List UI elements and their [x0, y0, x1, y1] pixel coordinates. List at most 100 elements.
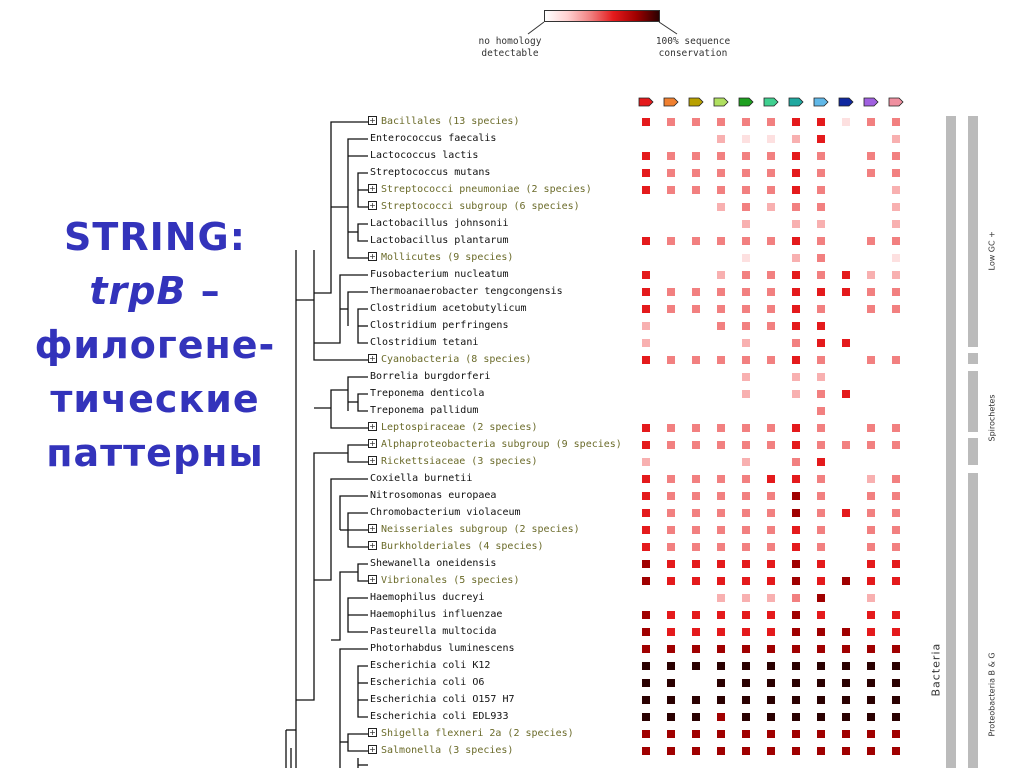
gene-arrow-icon[interactable]	[888, 97, 904, 107]
conservation-cell	[717, 135, 725, 143]
expand-group-icon[interactable]: +	[368, 252, 377, 261]
title-line-4: тические	[50, 377, 260, 421]
species-row-label[interactable]: + Leptospiraceae (2 species)	[368, 422, 538, 434]
gene-arrow-icon[interactable]	[638, 97, 654, 107]
gene-arrow-icon[interactable]	[813, 97, 829, 107]
conservation-cell	[667, 662, 675, 670]
conservation-cell	[867, 492, 875, 500]
expand-group-icon[interactable]: +	[368, 745, 377, 754]
conservation-cell	[642, 152, 650, 160]
conservation-cell	[842, 118, 850, 126]
conservation-cell	[817, 628, 825, 636]
gene-arrow-icon[interactable]	[763, 97, 779, 107]
conservation-cell	[642, 628, 650, 636]
conservation-cell	[792, 339, 800, 347]
gene-arrow-icon[interactable]	[788, 97, 804, 107]
conservation-cell	[642, 679, 650, 687]
conservation-cell	[817, 203, 825, 211]
expand-group-icon[interactable]: +	[368, 575, 377, 584]
conservation-cell	[767, 628, 775, 636]
expand-group-icon[interactable]: +	[368, 422, 377, 431]
species-row-label[interactable]: + Salmonella (3 species)	[368, 745, 513, 757]
gene-arrow-icon[interactable]	[713, 97, 729, 107]
species-row-label: Haemophilus ducreyi	[370, 592, 484, 604]
conservation-cell	[817, 271, 825, 279]
gene-arrow-icon[interactable]	[863, 97, 879, 107]
conservation-cell	[867, 611, 875, 619]
conservation-cell	[867, 696, 875, 704]
conservation-cell	[817, 152, 825, 160]
conservation-cell	[792, 135, 800, 143]
conservation-cell	[792, 628, 800, 636]
species-row-label[interactable]: + Cyanobacteria (8 species)	[368, 354, 532, 366]
species-row-label[interactable]: + Rickettsiaceae (3 species)	[368, 456, 538, 468]
species-row-label: Haemophilus influenzae	[370, 609, 502, 621]
species-row-label[interactable]: + Mollicutes (9 species)	[368, 252, 513, 264]
conservation-cell	[717, 424, 725, 432]
species-row-label[interactable]: + Neisseriales subgroup (2 species)	[368, 524, 580, 536]
conservation-cell	[717, 169, 725, 177]
conservation-cell	[842, 339, 850, 347]
conservation-cell	[892, 662, 900, 670]
gene-arrow-icon[interactable]	[838, 97, 854, 107]
expand-group-icon[interactable]: +	[368, 728, 377, 737]
legend-low-line-1: no homology	[478, 36, 542, 47]
conservation-cell	[742, 662, 750, 670]
gene-arrow-icon[interactable]	[738, 97, 754, 107]
expand-group-icon[interactable]: +	[368, 201, 377, 210]
conservation-cell	[817, 356, 825, 364]
conservation-cell	[817, 747, 825, 755]
conservation-cell	[817, 407, 825, 415]
conservation-cell	[867, 713, 875, 721]
species-row-label[interactable]: + Streptococci pneumoniae (2 species)	[368, 184, 592, 196]
conservation-cell	[667, 509, 675, 517]
conservation-cell	[742, 577, 750, 585]
species-row-label: Nitrosomonas europaea	[370, 490, 496, 502]
species-row-label[interactable]: + Vibrionales (5 species)	[368, 575, 519, 587]
gene-arrow-icon[interactable]	[688, 97, 704, 107]
conservation-cell	[642, 424, 650, 432]
species-row-label[interactable]: + Shigella flexneri 2a (2 species)	[368, 728, 574, 740]
conservation-cell	[692, 169, 700, 177]
species-name: Salmonella (3 species)	[381, 745, 514, 756]
species-row-label: Thermoanaerobacter tengcongensis	[370, 286, 563, 298]
conservation-cell	[667, 526, 675, 534]
expand-group-icon[interactable]: +	[368, 354, 377, 363]
conservation-cell	[867, 679, 875, 687]
conservation-cell	[792, 645, 800, 653]
conservation-cell	[817, 254, 825, 262]
conservation-cell	[742, 356, 750, 364]
conservation-cell	[817, 611, 825, 619]
expand-group-icon[interactable]: +	[368, 456, 377, 465]
expand-group-icon[interactable]: +	[368, 184, 377, 193]
species-row-label[interactable]: + Bacillales (13 species)	[368, 116, 519, 128]
conservation-cell	[642, 288, 650, 296]
conservation-cell	[892, 237, 900, 245]
conservation-cell	[717, 645, 725, 653]
conservation-cell	[792, 509, 800, 517]
conservation-cell	[692, 509, 700, 517]
conservation-cell	[842, 271, 850, 279]
expand-group-icon[interactable]: +	[368, 116, 377, 125]
conservation-cell	[892, 186, 900, 194]
species-row-label[interactable]: + Alphaproteobacteria subgroup (9 species…	[368, 439, 622, 451]
conservation-cell	[842, 713, 850, 721]
conservation-cell	[792, 237, 800, 245]
conservation-cell	[817, 220, 825, 228]
conservation-cell	[892, 271, 900, 279]
species-row-label[interactable]: + Streptococci subgroup (6 species)	[368, 201, 580, 213]
conservation-cell	[667, 747, 675, 755]
expand-group-icon[interactable]: +	[368, 524, 377, 533]
conservation-cell	[817, 543, 825, 551]
species-name: Haemophilus influenzae	[370, 609, 503, 620]
conservation-cell	[767, 492, 775, 500]
species-name: Lactobacillus johnsonii	[370, 218, 509, 229]
species-row-label[interactable]: + Burkholderiales (4 species)	[368, 541, 544, 553]
conservation-cell	[717, 730, 725, 738]
expand-group-icon[interactable]: +	[368, 439, 377, 448]
gene-arrow-icon[interactable]	[663, 97, 679, 107]
conservation-cell	[817, 305, 825, 313]
expand-group-icon[interactable]: +	[368, 541, 377, 550]
species-name: Cyanobacteria (8 species)	[381, 354, 532, 365]
